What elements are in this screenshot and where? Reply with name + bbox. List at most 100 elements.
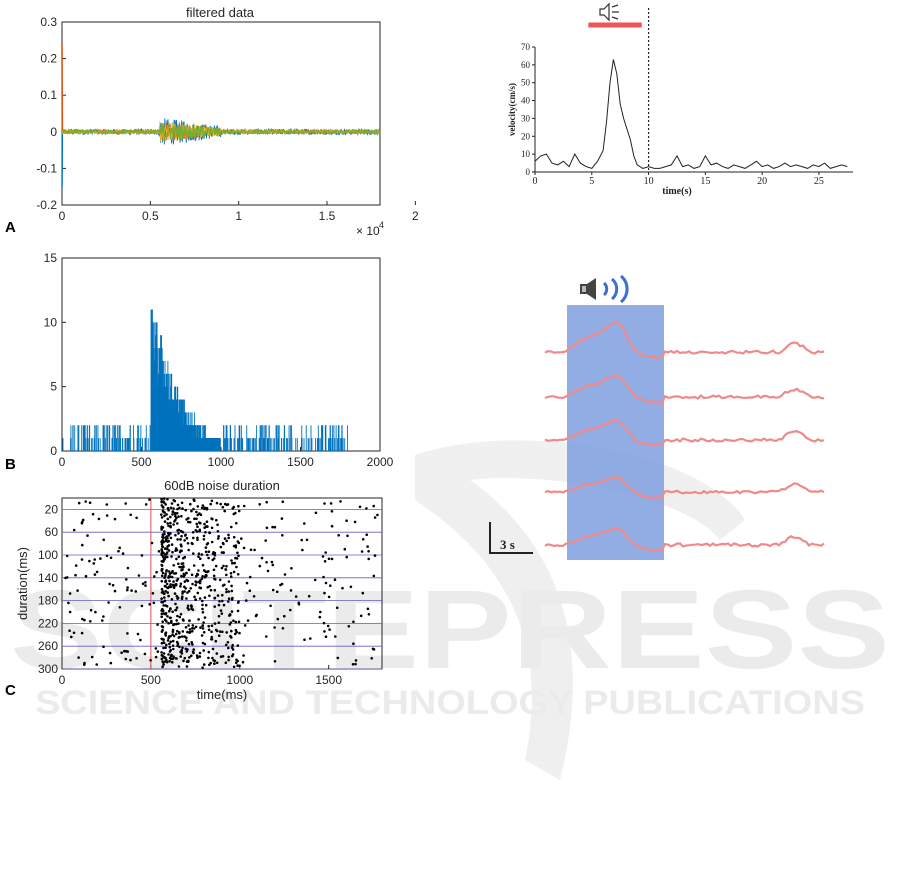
spike-dot [176,522,179,525]
x-axis-label: time(ms) [197,687,248,702]
spike-dot [227,600,230,603]
spike-dot [216,537,220,540]
spike-dot [154,647,158,650]
x-tick-label: 0 [59,673,66,687]
spike-dot [181,592,184,595]
spike-dot [281,534,284,537]
spike-dot [215,518,218,522]
spike-dot [139,638,142,642]
spike-dot [124,502,127,505]
spike-dot [210,638,214,641]
spike-dot [265,500,269,504]
spike-dot [191,624,195,627]
spike-dot [235,521,238,525]
spike-dot [174,608,178,612]
spike-dot [230,629,233,633]
spike-dot [171,628,175,632]
spike-dot [156,650,160,653]
spike-dot [227,533,230,537]
spike-dot [179,585,182,588]
spike-dot [196,536,199,540]
y-tick-label: 140 [38,571,58,585]
spike-dot [225,590,228,594]
spike-dot [209,661,212,665]
spike-dot [201,607,204,611]
spike-dot [177,622,180,625]
spike-dot [211,552,215,556]
spike-dot [199,626,202,629]
spike-dot [183,580,187,583]
spike-dot [179,538,182,541]
speaker-icon [599,2,619,22]
spike-dot [169,640,172,644]
spike-dot [208,594,211,598]
spike-dot [162,663,165,666]
spike-dot [126,586,129,589]
spike-dot [361,591,365,595]
spike-dot [163,576,166,579]
spike-dot [177,515,180,518]
spike-dot [231,596,234,600]
spike-dot [186,604,190,608]
spike-dot [217,614,221,618]
spike-dot [185,650,189,653]
x-tick-label: 5 [589,176,594,187]
spike-dot [134,590,138,593]
spike-dot [161,545,165,549]
x-tick-label: 1000 [226,673,253,687]
spike-dot [198,528,202,532]
spike-dot [189,502,192,506]
spike-dot [207,550,211,553]
panel-b-plot-area: 0 500 1000 1500 2000 0 5 10 15 [44,251,394,469]
spike-dot [76,589,79,592]
x-exponent-power: 4 [379,220,384,230]
spike-dot [175,557,178,561]
spike-dot [289,589,293,592]
spike-dot [171,513,174,516]
x-tick-label: 0 [59,455,66,469]
spike-dot [174,533,177,537]
spike-dot [196,538,199,542]
spike-dot [254,614,258,618]
spike-dot [97,517,101,521]
spike-dot [206,553,209,557]
spike-dot [197,552,201,555]
spike-dot [358,505,362,509]
spike-dot [166,555,169,559]
spike-dot [327,595,331,599]
spike-dot [203,522,206,526]
spike-dot [160,527,163,530]
spike-dot [213,554,217,557]
spike-dot [207,624,210,628]
spike-dot [84,574,88,578]
spike-dot [168,642,171,646]
spike-dot [270,560,274,564]
spike-dot [163,514,166,517]
spike-dot [171,610,174,613]
y-tick-label: 60 [45,525,59,539]
spike-dot [326,624,330,628]
spike-dot [205,520,209,523]
spike-dot [322,575,325,579]
spike-dot [168,660,171,663]
spike-dot [140,554,144,557]
spike-dot [194,583,197,587]
spike-dot [234,661,238,664]
spike-dot [160,615,163,618]
spike-dot [77,501,81,505]
spike-dot [218,600,221,603]
spike-dot [163,553,167,556]
spike-dot [177,562,180,566]
spike-dot [202,534,206,538]
spike-dot [174,518,177,522]
spike-dot [210,635,213,639]
spike-dot [367,557,371,561]
spike-dot [230,646,234,649]
y-tick-label: 60 [521,60,531,70]
spike-dot [223,502,227,506]
spike-dot [204,550,208,554]
spike-dot [376,513,379,517]
spike-dot [236,609,240,613]
spike-dot [190,641,193,644]
